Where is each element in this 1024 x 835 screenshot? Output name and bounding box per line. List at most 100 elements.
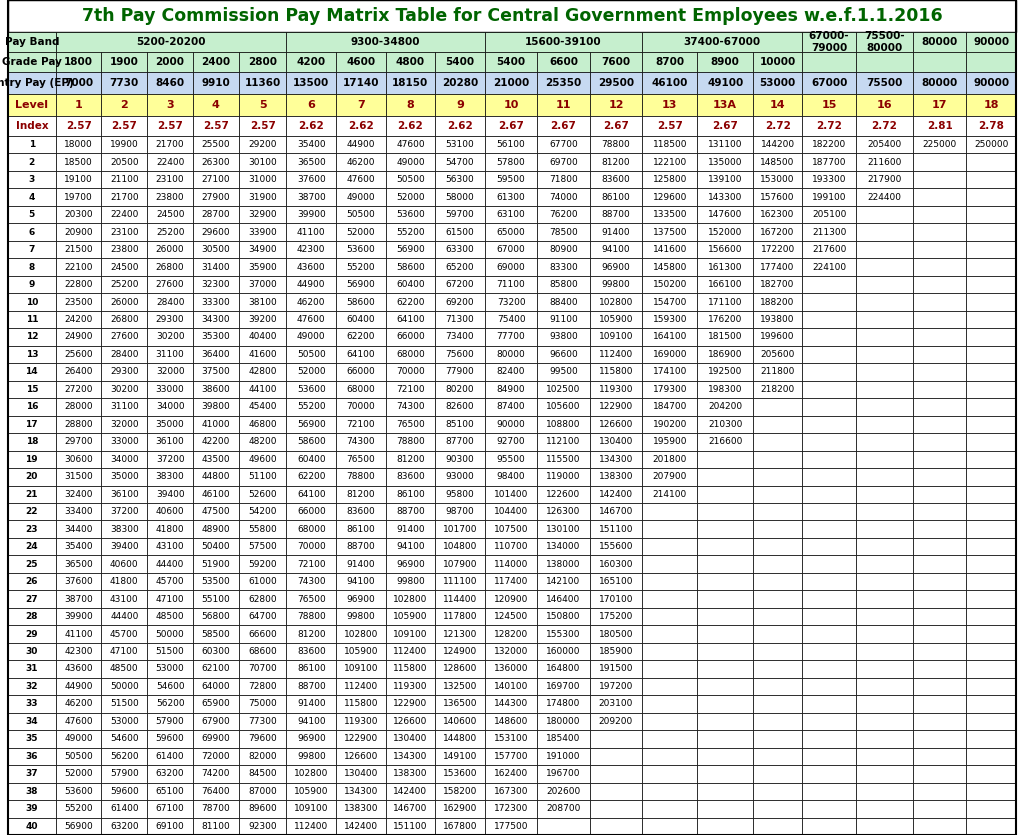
Bar (386, 747, 435, 765)
Bar (590, 224, 642, 240)
Bar (913, 643, 967, 660)
Bar (484, 293, 538, 311)
Bar (386, 171, 435, 189)
Text: 185400: 185400 (547, 735, 581, 743)
Bar (642, 730, 697, 747)
Bar (913, 608, 967, 625)
Bar (239, 590, 287, 608)
Bar (239, 398, 287, 416)
Bar (697, 800, 753, 817)
Bar (101, 171, 147, 189)
Bar (239, 747, 287, 765)
Bar (435, 258, 484, 276)
Bar (913, 782, 967, 800)
Text: 6: 6 (29, 228, 35, 236)
Text: 56900: 56900 (396, 245, 425, 254)
Text: 45400: 45400 (249, 402, 276, 412)
Bar (8, 451, 55, 468)
Text: 52000: 52000 (297, 367, 326, 377)
Bar (697, 696, 753, 713)
Text: 21: 21 (26, 490, 38, 498)
Bar (193, 363, 239, 381)
Bar (101, 747, 147, 765)
Text: 20500: 20500 (110, 158, 138, 167)
Bar (856, 154, 913, 171)
Bar (590, 136, 642, 154)
Bar (8, 94, 55, 116)
Text: 41100: 41100 (65, 630, 93, 639)
Text: 185900: 185900 (599, 647, 633, 656)
Bar (386, 696, 435, 713)
Bar (239, 311, 287, 328)
Text: 2: 2 (29, 158, 35, 167)
Bar (803, 538, 856, 555)
Bar (967, 485, 1016, 503)
Text: 11360: 11360 (245, 78, 281, 88)
Bar (642, 346, 697, 363)
Bar (287, 224, 336, 240)
Text: 62200: 62200 (346, 332, 375, 342)
Bar (803, 817, 856, 835)
Bar (590, 240, 642, 258)
Text: 42300: 42300 (65, 647, 93, 656)
Bar (336, 52, 386, 72)
Text: 3: 3 (29, 175, 35, 185)
Text: 38300: 38300 (110, 524, 138, 534)
Bar (967, 116, 1016, 136)
Bar (55, 696, 101, 713)
Text: 166100: 166100 (708, 280, 742, 289)
Text: 2.67: 2.67 (713, 121, 738, 131)
Bar (642, 258, 697, 276)
Bar (101, 643, 147, 660)
Text: 34000: 34000 (110, 455, 138, 463)
Text: 57500: 57500 (248, 542, 278, 551)
Bar (913, 240, 967, 258)
Bar (193, 555, 239, 573)
Text: 209200: 209200 (599, 717, 633, 726)
Bar (803, 328, 856, 346)
Text: 92300: 92300 (248, 822, 276, 831)
Bar (239, 346, 287, 363)
Text: 182200: 182200 (812, 140, 846, 149)
Bar (336, 416, 386, 433)
Text: 37400-67000: 37400-67000 (684, 37, 761, 47)
Bar (8, 136, 55, 154)
Bar (287, 817, 336, 835)
Bar (753, 381, 803, 398)
Text: 9: 9 (29, 280, 35, 289)
Text: 11: 11 (556, 100, 571, 110)
Bar (590, 696, 642, 713)
Text: 27200: 27200 (65, 385, 93, 394)
Bar (967, 293, 1016, 311)
Text: 22: 22 (26, 507, 38, 516)
Bar (913, 765, 967, 782)
Text: 57900: 57900 (156, 717, 184, 726)
Text: 162900: 162900 (442, 804, 477, 813)
Text: 151100: 151100 (393, 822, 428, 831)
Text: 190200: 190200 (652, 420, 687, 429)
Bar (386, 136, 435, 154)
Bar (8, 328, 55, 346)
Bar (538, 258, 590, 276)
Bar (239, 713, 287, 730)
Bar (386, 608, 435, 625)
Text: 54600: 54600 (110, 735, 138, 743)
Text: 2.62: 2.62 (298, 121, 325, 131)
Text: 88700: 88700 (297, 682, 326, 691)
Bar (697, 573, 753, 590)
Text: 81100: 81100 (202, 822, 230, 831)
Text: 2.57: 2.57 (157, 121, 183, 131)
Bar (386, 206, 435, 224)
Text: 38600: 38600 (202, 385, 230, 394)
Text: 40: 40 (26, 822, 38, 831)
Text: 41800: 41800 (156, 524, 184, 534)
Text: 25600: 25600 (65, 350, 93, 359)
Bar (967, 782, 1016, 800)
Bar (8, 713, 55, 730)
Bar (8, 660, 55, 678)
Bar (8, 206, 55, 224)
Text: 86100: 86100 (346, 524, 375, 534)
Text: 53600: 53600 (65, 787, 93, 796)
Text: 160300: 160300 (599, 559, 633, 569)
Bar (753, 328, 803, 346)
